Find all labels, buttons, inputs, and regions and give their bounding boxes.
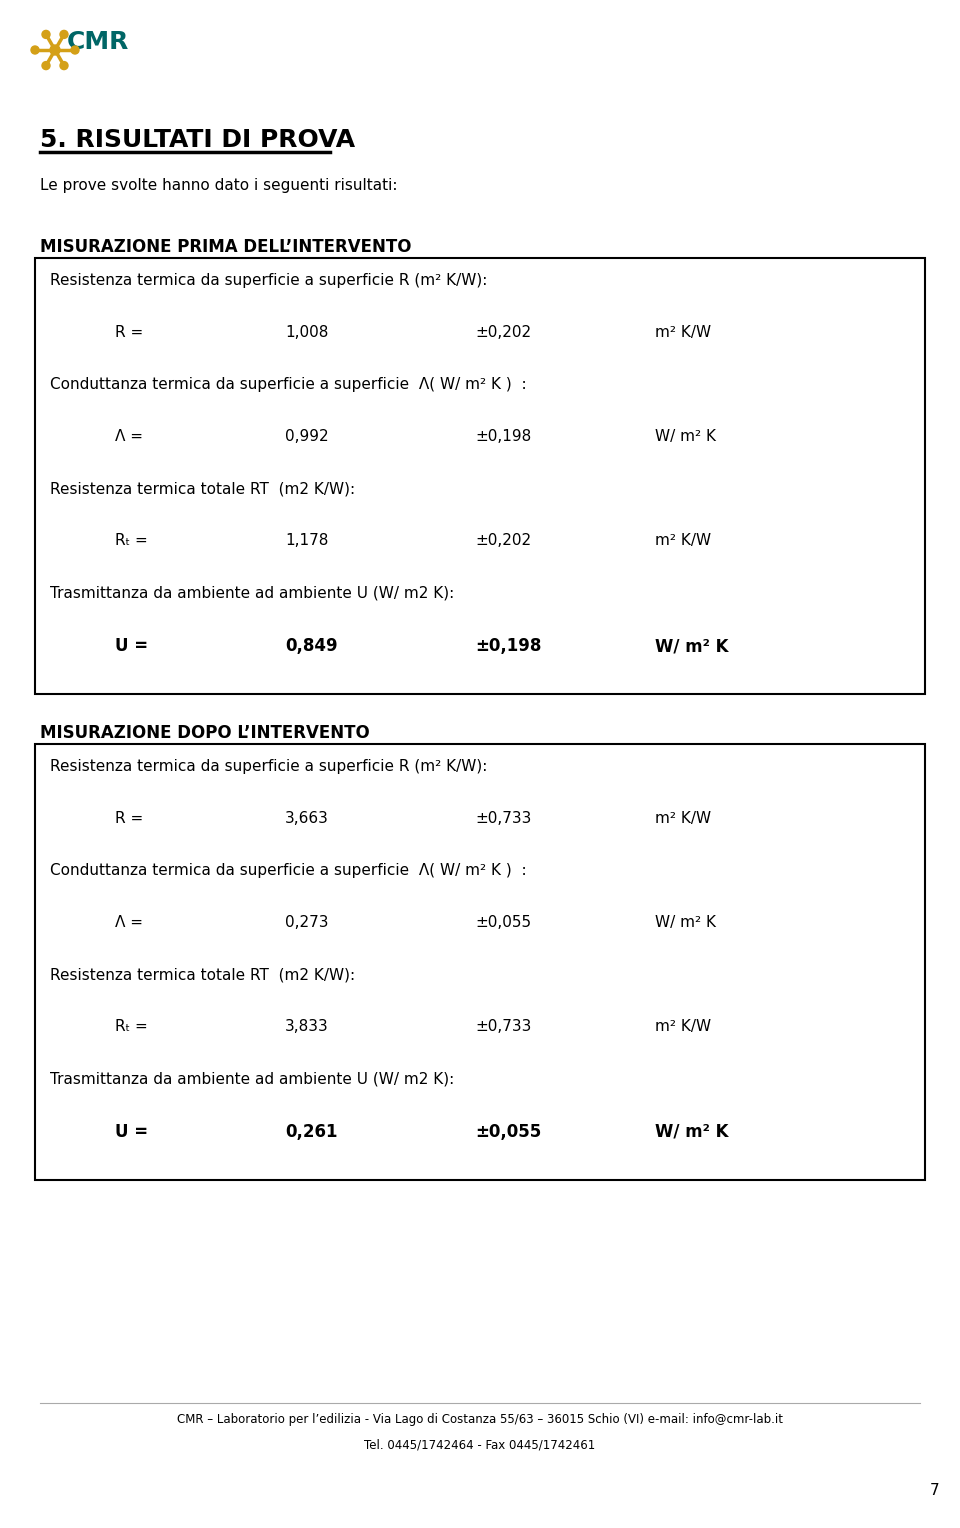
Text: ±0,202: ±0,202	[475, 533, 531, 549]
Text: W/ m² K: W/ m² K	[655, 637, 729, 656]
Text: W/ m² K: W/ m² K	[655, 1123, 729, 1141]
Text: 0,261: 0,261	[285, 1123, 338, 1141]
Circle shape	[42, 31, 50, 38]
Circle shape	[50, 44, 60, 55]
Text: W/ m² K: W/ m² K	[655, 915, 716, 931]
Text: Resistenza termica da superficie a superficie R (m² K/W):: Resistenza termica da superficie a super…	[50, 759, 488, 775]
Text: m² K/W: m² K/W	[655, 811, 711, 827]
Text: MISURAZIONE DOPO L’INTERVENTO: MISURAZIONE DOPO L’INTERVENTO	[40, 724, 370, 743]
Text: ±0,198: ±0,198	[475, 637, 541, 656]
Text: ±0,202: ±0,202	[475, 325, 531, 341]
Text: CMR – Laboratorio per l’edilizia - Via Lago di Costanza 55/63 – 36015 Schio (VI): CMR – Laboratorio per l’edilizia - Via L…	[177, 1413, 783, 1426]
Circle shape	[60, 61, 68, 70]
Text: ±0,198: ±0,198	[475, 429, 531, 445]
Text: 0,849: 0,849	[285, 637, 338, 656]
Text: U =: U =	[115, 1123, 148, 1141]
Text: U =: U =	[115, 637, 148, 656]
Circle shape	[31, 46, 39, 53]
Text: Tel. 0445/1742464 - Fax 0445/1742461: Tel. 0445/1742464 - Fax 0445/1742461	[365, 1438, 595, 1452]
Circle shape	[42, 61, 50, 70]
Text: m² K/W: m² K/W	[655, 325, 711, 341]
Text: ±0,055: ±0,055	[475, 915, 531, 931]
Text: Λ =: Λ =	[115, 915, 143, 931]
Text: R =: R =	[115, 811, 143, 827]
Text: m² K/W: m² K/W	[655, 1019, 711, 1034]
Text: Λ =: Λ =	[115, 429, 143, 445]
Text: ±0,733: ±0,733	[475, 811, 532, 827]
Text: Rₜ =: Rₜ =	[115, 1019, 148, 1034]
Text: Trasmittanza da ambiente ad ambiente U (W/ m2 K):: Trasmittanza da ambiente ad ambiente U (…	[50, 1071, 454, 1086]
Text: 0,273: 0,273	[285, 915, 328, 931]
Text: 1,178: 1,178	[285, 533, 328, 549]
Bar	[35, 744, 925, 1180]
Text: Conduttanza termica da superficie a superficie  Λ( W/ m² K )  :: Conduttanza termica da superficie a supe…	[50, 863, 527, 879]
Text: 1,008: 1,008	[285, 325, 328, 341]
Text: R =: R =	[115, 325, 143, 341]
Text: ±0,055: ±0,055	[475, 1123, 541, 1141]
Text: CMR: CMR	[67, 31, 130, 53]
Text: Le prove svolte hanno dato i seguenti risultati:: Le prove svolte hanno dato i seguenti ri…	[40, 177, 397, 193]
Text: W/ m² K: W/ m² K	[655, 429, 716, 445]
Text: ±0,733: ±0,733	[475, 1019, 532, 1034]
Text: 5. RISULTATI DI PROVA: 5. RISULTATI DI PROVA	[40, 128, 355, 151]
Text: m² K/W: m² K/W	[655, 533, 711, 549]
Circle shape	[71, 46, 79, 53]
Text: Rₜ =: Rₜ =	[115, 533, 148, 549]
Text: Resistenza termica totale RT  (m2 K/W):: Resistenza termica totale RT (m2 K/W):	[50, 967, 355, 983]
Text: 0,992: 0,992	[285, 429, 328, 445]
Text: 3,833: 3,833	[285, 1019, 328, 1034]
Bar	[35, 258, 925, 694]
Circle shape	[60, 31, 68, 38]
Text: Resistenza termica totale RT  (m2 K/W):: Resistenza termica totale RT (m2 K/W):	[50, 481, 355, 497]
Text: Resistenza termica da superficie a superficie R (m² K/W):: Resistenza termica da superficie a super…	[50, 274, 488, 287]
Text: Trasmittanza da ambiente ad ambiente U (W/ m2 K):: Trasmittanza da ambiente ad ambiente U (…	[50, 585, 454, 601]
Text: 7: 7	[930, 1484, 940, 1497]
Text: 3,663: 3,663	[285, 811, 329, 827]
Text: Conduttanza termica da superficie a superficie  Λ( W/ m² K )  :: Conduttanza termica da superficie a supe…	[50, 377, 527, 393]
Text: MISURAZIONE PRIMA DELL’INTERVENTO: MISURAZIONE PRIMA DELL’INTERVENTO	[40, 238, 412, 257]
